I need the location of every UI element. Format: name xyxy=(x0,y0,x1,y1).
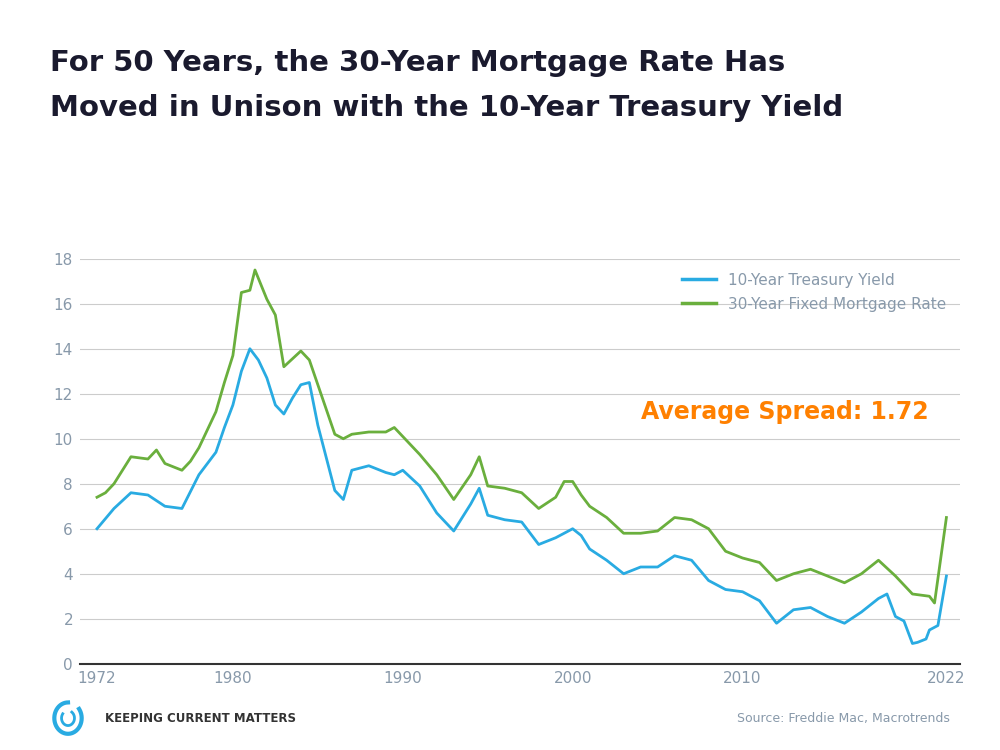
Text: Moved in Unison with the 10-Year Treasury Yield: Moved in Unison with the 10-Year Treasur… xyxy=(50,94,843,122)
Text: For 50 Years, the 30-Year Mortgage Rate Has: For 50 Years, the 30-Year Mortgage Rate … xyxy=(50,49,785,76)
Text: Average Spread: 1.72: Average Spread: 1.72 xyxy=(641,400,929,424)
Legend: 10-Year Treasury Yield, 30-Year Fixed Mortgage Rate: 10-Year Treasury Yield, 30-Year Fixed Mo… xyxy=(676,266,952,318)
Text: KEEPING CURRENT MATTERS: KEEPING CURRENT MATTERS xyxy=(105,712,296,725)
Text: Source: Freddie Mac, Macrotrends: Source: Freddie Mac, Macrotrends xyxy=(737,712,950,725)
